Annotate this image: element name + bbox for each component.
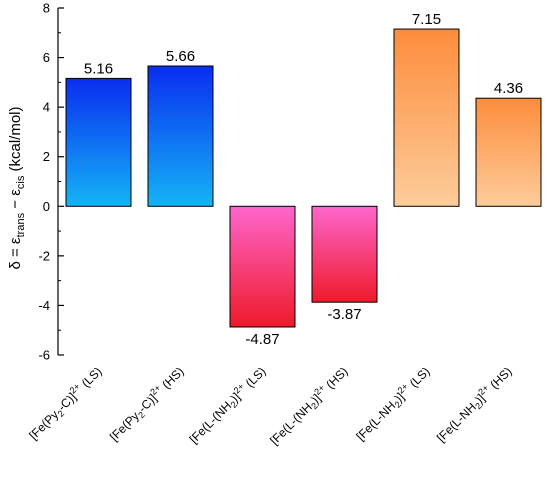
category-label: [Fe(L-(NH2)]2+ (LS) <box>185 363 270 448</box>
y-tick-label: 0 <box>43 199 50 214</box>
category-label: [Fe(L-NH2)]2+ (LS) <box>352 363 434 445</box>
bar <box>475 97 542 207</box>
y-axis-title: δ = εtrans − εcis (kcal/mol) <box>7 106 27 269</box>
category-label: [Fe(Py2-C)]2+ (LS) <box>25 363 106 444</box>
y-tick-label: 8 <box>43 1 50 16</box>
y-tick-label: -6 <box>38 348 50 363</box>
y-tick-label: -2 <box>38 248 50 263</box>
bar <box>311 205 378 303</box>
bar <box>393 28 460 207</box>
category-label: [Fe(Py2-C)]2+ (HS) <box>106 363 188 445</box>
data-label: 4.36 <box>494 80 523 97</box>
data-label: 5.16 <box>84 60 113 77</box>
category-label: [Fe(L-NH2)]2+ (HS) <box>433 363 516 446</box>
data-label: 7.15 <box>412 11 441 28</box>
y-tick-label: -4 <box>38 298 50 313</box>
bar <box>229 205 296 328</box>
y-axis: 8 6 4 2 0 -2 -4 -6 <box>38 1 64 363</box>
y-tick-label: 6 <box>43 50 50 65</box>
data-label: 5.66 <box>166 48 195 65</box>
y-tick-label: 4 <box>43 100 50 115</box>
bar <box>147 65 214 207</box>
category-label: [Fe(L-(NH2)]2+ (HS) <box>266 363 352 449</box>
bar <box>65 77 132 207</box>
data-label: -3.87 <box>327 306 361 323</box>
bars-group <box>65 28 542 328</box>
data-label: -4.87 <box>245 331 279 348</box>
y-tick-label: 2 <box>43 149 50 164</box>
